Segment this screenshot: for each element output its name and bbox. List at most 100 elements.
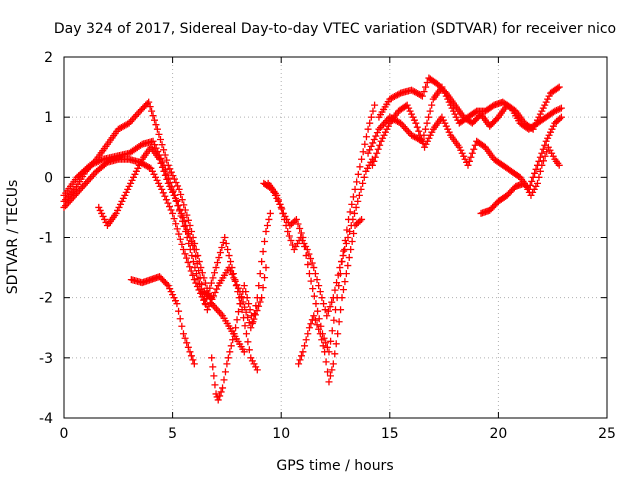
data-point-marker <box>250 310 258 318</box>
data-point-marker <box>412 119 420 127</box>
data-point-marker <box>222 240 230 248</box>
data-point-marker <box>169 172 177 180</box>
data-point-marker <box>288 220 296 228</box>
data-point-marker <box>128 176 136 184</box>
data-point-marker <box>181 334 189 342</box>
data-point-marker <box>362 167 370 175</box>
data-point-marker <box>94 158 102 166</box>
data-point-marker <box>219 384 227 392</box>
data-point-marker <box>153 176 161 184</box>
data-point-marker <box>170 175 178 183</box>
series-track-12 <box>368 101 565 193</box>
data-point-marker <box>211 303 219 311</box>
data-point-marker <box>167 185 175 193</box>
data-point-marker <box>228 264 236 272</box>
data-point-marker <box>304 330 312 338</box>
data-point-marker <box>163 156 171 164</box>
data-point-marker <box>230 330 238 338</box>
data-point-marker <box>240 314 248 322</box>
data-point-marker <box>439 86 447 94</box>
data-point-marker <box>444 95 452 103</box>
data-point-marker <box>151 116 158 124</box>
data-point-marker <box>468 149 476 157</box>
data-point-marker <box>533 179 541 187</box>
data-point-marker <box>351 185 359 193</box>
data-point-marker <box>213 259 221 267</box>
data-point-marker <box>351 221 359 229</box>
data-point-marker <box>201 279 209 287</box>
data-point-marker <box>209 274 217 282</box>
data-point-marker <box>80 167 88 175</box>
data-point-marker <box>176 205 184 213</box>
series-track-1 <box>60 98 248 356</box>
data-point-marker <box>520 179 528 187</box>
data-point-marker <box>115 203 123 211</box>
data-point-marker <box>304 261 312 269</box>
data-point-marker <box>553 118 561 126</box>
data-point-marker <box>165 203 173 211</box>
data-point-marker <box>506 103 514 111</box>
data-point-marker <box>273 191 281 199</box>
data-point-marker <box>296 224 304 232</box>
data-point-marker <box>86 161 94 169</box>
data-point-marker <box>359 148 367 156</box>
data-point-marker <box>149 137 157 145</box>
data-point-marker <box>206 299 214 307</box>
data-point-marker <box>183 225 191 233</box>
data-point-marker <box>161 192 169 200</box>
data-point-marker <box>188 252 196 260</box>
data-point-marker <box>301 243 309 251</box>
data-point-marker <box>541 101 549 109</box>
data-point-marker <box>538 107 546 115</box>
data-point-marker <box>417 91 425 99</box>
data-point-marker <box>551 107 559 115</box>
data-point-marker <box>338 258 346 266</box>
data-point-marker <box>177 191 185 199</box>
data-point-marker <box>307 320 315 328</box>
data-point-marker <box>373 129 381 137</box>
data-point-marker <box>147 164 155 172</box>
data-point-marker <box>553 106 561 114</box>
data-point-marker <box>311 316 319 324</box>
data-point-marker <box>229 270 237 278</box>
data-point-marker <box>337 306 345 314</box>
data-point-marker <box>215 254 223 262</box>
y-tick-label: -3 <box>39 351 53 367</box>
data-point-marker <box>214 307 222 315</box>
data-point-marker <box>450 107 458 115</box>
data-point-marker <box>324 368 332 376</box>
data-point-marker <box>131 170 139 178</box>
data-point-marker <box>313 276 321 284</box>
data-point-marker <box>360 173 368 181</box>
data-point-marker <box>556 115 564 123</box>
data-point-marker <box>384 122 392 130</box>
data-point-marker <box>178 240 186 248</box>
x-tick-label: 20 <box>489 426 507 442</box>
data-point-marker <box>158 163 166 171</box>
data-point-marker <box>195 286 203 294</box>
data-point-marker <box>178 322 186 330</box>
data-point-marker <box>318 294 326 302</box>
data-point-marker <box>549 122 557 130</box>
data-point-marker <box>335 282 343 290</box>
data-point-marker <box>240 282 248 290</box>
data-point-marker <box>367 142 375 150</box>
data-point-marker <box>183 211 191 219</box>
data-point-marker <box>368 161 376 169</box>
x-tick-label: 10 <box>272 426 290 442</box>
data-point-marker <box>535 173 543 181</box>
data-point-marker <box>193 282 201 290</box>
data-point-marker <box>422 140 430 148</box>
data-point-marker <box>195 267 203 275</box>
data-point-marker <box>316 288 324 296</box>
data-point-marker <box>208 354 216 362</box>
data-point-marker <box>122 188 130 196</box>
data-point-marker <box>315 325 323 333</box>
data-point-marker <box>77 185 85 193</box>
data-point-marker <box>319 342 327 350</box>
data-point-marker <box>259 284 267 292</box>
series-track-8 <box>264 101 379 356</box>
data-point-marker <box>296 356 304 364</box>
data-point-marker <box>212 390 220 398</box>
data-markers <box>60 74 565 404</box>
